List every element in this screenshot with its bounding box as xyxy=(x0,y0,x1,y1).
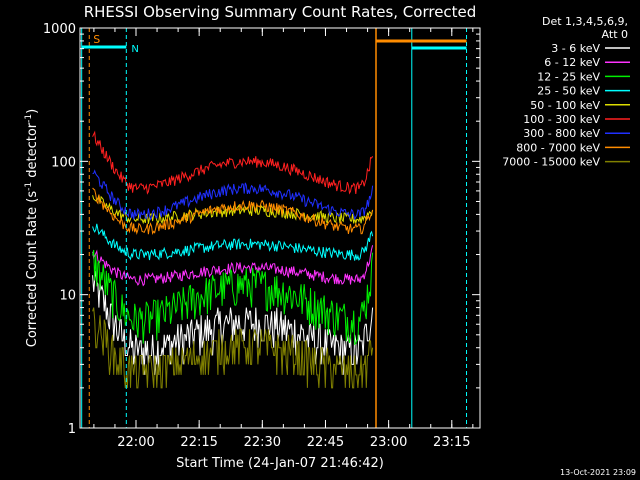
x-tick-label: 22:00 xyxy=(117,435,154,450)
legend-label-4: 25 - 50 keV xyxy=(537,85,600,98)
flag-label-s: S xyxy=(93,33,100,46)
legend-label-9: 7000 - 15000 keV xyxy=(502,156,600,169)
x-tick-label: 23:15 xyxy=(433,435,470,450)
series-line-4 xyxy=(92,223,374,261)
series-line-1 xyxy=(92,271,374,375)
legend-label-8: 800 - 7000 keV xyxy=(516,141,600,154)
y-label-part-1: Corrected Count Rate (s xyxy=(25,191,40,348)
chart-title: RHESSI Observing Summary Count Rates, Co… xyxy=(84,3,477,21)
legend-label-6: 100 - 300 keV xyxy=(523,113,600,126)
legend-label-7: 300 - 800 keV xyxy=(523,127,600,140)
legend-label-2: 6 - 12 keV xyxy=(544,56,600,69)
x-axis-label: Start Time (24-Jan-07 21:46:42) xyxy=(176,456,384,471)
y-tick-label: 10 xyxy=(59,289,76,304)
flag-label-n: N xyxy=(131,44,138,55)
legend-header-1: Det 1,3,4,5,6,9, xyxy=(542,15,628,28)
x-tick-label: 22:15 xyxy=(180,435,217,450)
legend-label-5: 50 - 100 keV xyxy=(530,99,600,112)
y-label-sup-2: -1 xyxy=(24,114,34,123)
series-line-7 xyxy=(92,169,374,221)
legend-label-3: 12 - 25 keV xyxy=(537,70,600,83)
series-line-9 xyxy=(92,307,374,389)
plot-frame xyxy=(79,27,481,429)
series-layer xyxy=(92,130,374,389)
y-tick-label: 1000 xyxy=(43,22,76,37)
x-tick-label: 22:45 xyxy=(307,435,344,450)
series-line-6 xyxy=(92,130,374,195)
y-tick-label: 100 xyxy=(51,155,76,170)
x-tick-label: 22:30 xyxy=(244,435,281,450)
series-line-8 xyxy=(92,187,374,236)
footer-date: 13-Oct-2021 23:09 xyxy=(560,468,636,477)
y-axis-label: Corrected Count Rate (s-1 detector-1) xyxy=(24,109,40,347)
y-label-part-3: ) xyxy=(25,109,40,114)
flags-layer: SN xyxy=(81,28,468,428)
y-label-part-2: detector xyxy=(25,122,40,182)
y-label-sup-1: -1 xyxy=(24,182,34,191)
series-line-3 xyxy=(92,249,374,346)
x-tick-label: 23:00 xyxy=(370,435,407,450)
y-tick-label: 1 xyxy=(68,422,76,437)
legend-label-1: 3 - 6 keV xyxy=(551,42,600,55)
legend-header-2: Att 0 xyxy=(602,28,628,41)
axes-layer: 1 10 100 1000 22:00 22:15 22:30 22:45 23:00 23:15 xyxy=(43,22,481,450)
series-line-2 xyxy=(92,245,374,287)
